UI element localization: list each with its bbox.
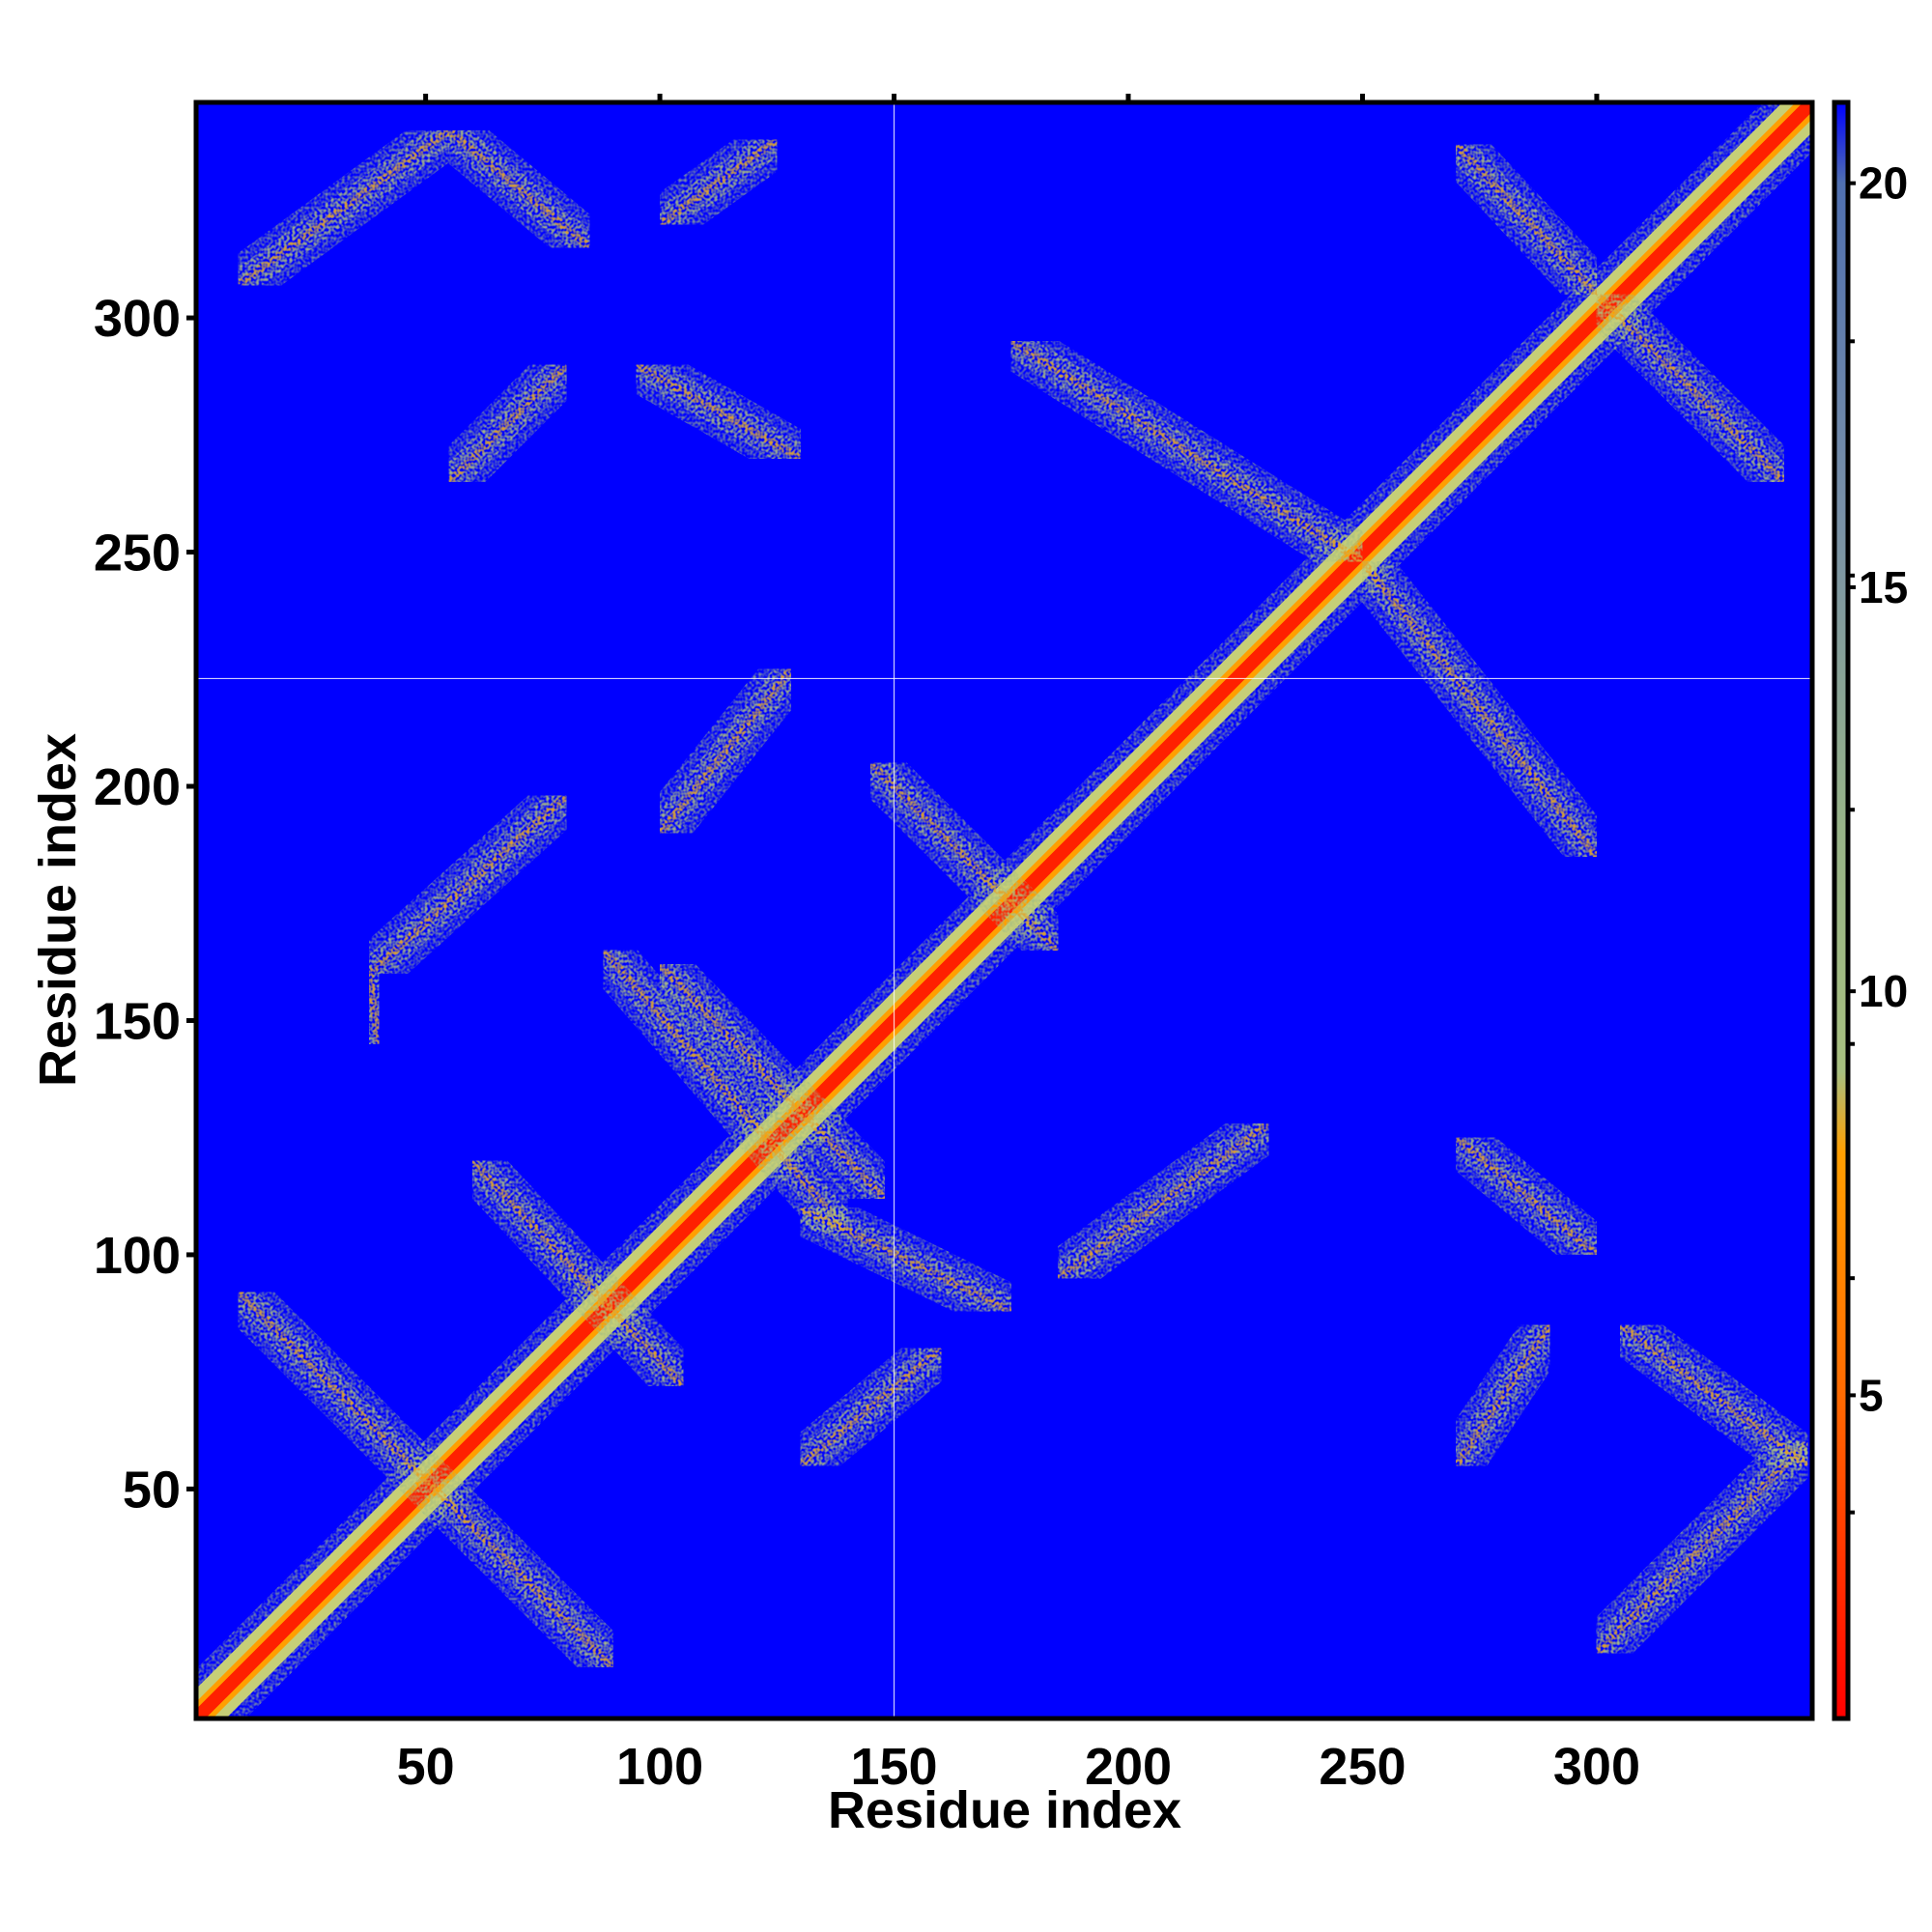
contact-strip-9 — [852, 744, 1077, 969]
colorbar-tick-label: 20 — [1859, 158, 1908, 209]
colorbar-tick-label: 10 — [1859, 966, 1908, 1016]
band-layer — [1359, 558, 1600, 860]
contact-strip-10 — [1042, 1102, 1285, 1299]
band-layer — [798, 1345, 944, 1469]
contact-strip-20 — [1439, 1118, 1614, 1275]
band-layer — [365, 973, 383, 1045]
x-tick-label: 150 — [850, 1738, 937, 1796]
band-layer — [236, 127, 452, 289]
band-layer — [657, 136, 780, 228]
band-layer — [1453, 1134, 1600, 1258]
contact-strip-2 — [343, 970, 405, 1048]
contact-strip-14 — [1578, 275, 1803, 500]
colorbar-tick-label: 5 — [1859, 1370, 1884, 1420]
band-layer — [1453, 1322, 1553, 1468]
y-axis-title: Residue index — [29, 733, 87, 1087]
contact-strip-1 — [219, 1273, 632, 1686]
band-layer — [634, 361, 803, 462]
x-tick-label: 200 — [1085, 1738, 1172, 1796]
band-layer — [600, 948, 850, 1235]
y-tick-label: 50 — [123, 1461, 181, 1519]
contact-strip-15 — [222, 109, 465, 306]
plot-frame — [193, 99, 1815, 1721]
contact-strip-22 — [1605, 1304, 1812, 1487]
band-layer — [1594, 292, 1787, 485]
band-layer — [446, 128, 592, 251]
y-tick-label: 150 — [94, 992, 181, 1050]
contact-strip-11 — [997, 319, 1377, 583]
band-layer — [1453, 141, 1600, 298]
colorbar: 5 10 15 20 — [1832, 99, 1908, 1721]
colorbar-ticks: 5 10 15 20 — [1848, 158, 1908, 1515]
y-axis-ticks: 50 100 150 200 250 300 — [94, 290, 196, 1519]
crosshair — [196, 102, 1812, 1719]
band-layer — [798, 1204, 1013, 1315]
x-tick-label: 250 — [1319, 1738, 1406, 1796]
x-tick-label: 300 — [1553, 1738, 1640, 1796]
y-tick-label: 200 — [94, 758, 181, 816]
band-layer — [446, 361, 569, 485]
contact-strip-12 — [1342, 545, 1617, 873]
contact-strip-6 — [640, 946, 904, 1217]
band-layer — [469, 1158, 687, 1389]
colorbar-gradient — [1832, 99, 1851, 1721]
contact-strip-8 — [788, 1184, 1023, 1335]
contact-strip-19 — [644, 119, 792, 245]
band-layer — [657, 667, 794, 836]
y-tick-label: 250 — [94, 525, 181, 582]
x-axis-title: Residue index — [828, 1781, 1181, 1839]
x-tick-label: 50 — [397, 1738, 455, 1796]
contact-bands — [196, 102, 1812, 1719]
contact-strip-18 — [431, 346, 584, 500]
y-tick-label: 300 — [94, 290, 181, 348]
contact-strip-21 — [1578, 1424, 1812, 1671]
band-layer — [366, 792, 569, 977]
band-layer — [235, 1289, 616, 1670]
y-tick-label: 100 — [94, 1227, 181, 1285]
contact-strip-7 — [639, 653, 811, 850]
band-layer — [1617, 1321, 1810, 1469]
contact-strip-3 — [453, 1143, 702, 1404]
band-layer — [1009, 338, 1365, 565]
band-layer — [657, 961, 888, 1202]
contact-strip-23 — [1435, 1310, 1572, 1480]
contact-strip-24 — [783, 1328, 958, 1486]
colorbar-tick-label: 15 — [1859, 562, 1908, 612]
contact-strip-13 — [1436, 127, 1616, 313]
x-tick-label: 100 — [616, 1738, 703, 1796]
contact-strip-17 — [623, 342, 813, 481]
contact-strip-16 — [432, 110, 607, 268]
band-layer — [1055, 1121, 1271, 1282]
contact-strip-4 — [583, 933, 867, 1249]
x-axis-ticks: 50 100 150 200 250 300 — [397, 94, 1640, 1796]
band-layer — [1594, 1439, 1810, 1656]
band-layer — [867, 760, 1062, 953]
contact-strip-5 — [352, 776, 583, 993]
